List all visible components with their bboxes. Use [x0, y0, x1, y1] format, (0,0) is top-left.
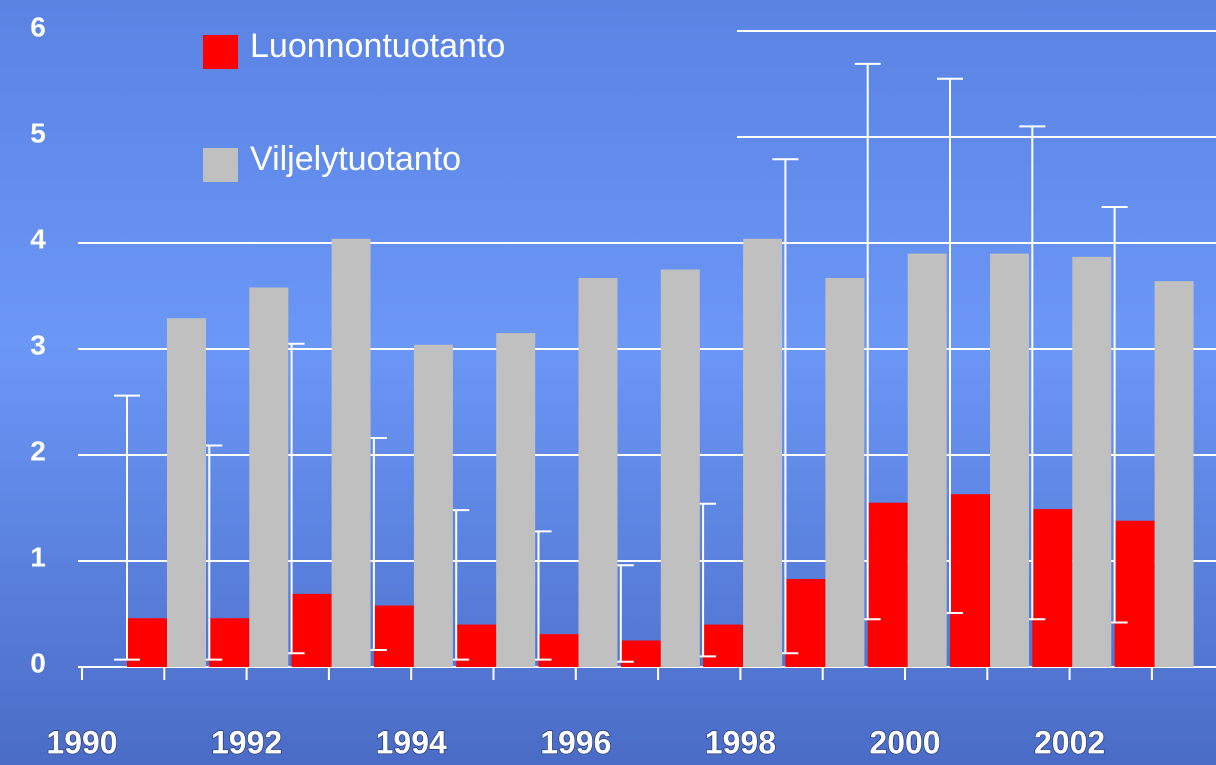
bar [167, 318, 206, 667]
bar [1072, 256, 1112, 667]
y-tick-label: 4 [30, 223, 46, 254]
y-tick-label: 6 [30, 11, 46, 42]
bar [743, 238, 783, 667]
x-tick-label: 1992 [211, 724, 282, 760]
bar [413, 344, 453, 667]
bar [867, 502, 908, 667]
legend-swatch [203, 148, 238, 182]
x-tick-label: 2000 [869, 724, 940, 760]
x-tick-label: 1996 [540, 724, 611, 760]
bar [456, 624, 497, 667]
bar [249, 287, 289, 667]
bar [660, 269, 700, 667]
legend-label: Luonnontuotanto [250, 27, 505, 65]
bar [1114, 520, 1155, 667]
bar [331, 238, 371, 667]
bar [990, 253, 1029, 667]
y-tick-label: 2 [30, 435, 46, 466]
bar [291, 593, 332, 667]
legend-swatch [203, 35, 238, 69]
bar [1154, 281, 1194, 667]
x-tick-label: 1990 [46, 724, 117, 760]
legend-label: Viljelytuotanto [250, 140, 461, 178]
bar [825, 277, 865, 667]
bar [620, 640, 661, 667]
bar [950, 494, 990, 667]
bar [496, 333, 536, 667]
x-tick-label: 1998 [705, 724, 776, 760]
bar [538, 634, 579, 667]
bar [1032, 509, 1073, 667]
x-tick-label: 1994 [376, 724, 447, 760]
bar [907, 253, 947, 667]
y-tick-label: 0 [30, 647, 46, 678]
y-tick-label: 1 [30, 541, 46, 572]
x-tick-label: 2002 [1034, 724, 1105, 760]
y-tick-label: 3 [30, 329, 46, 360]
y-tick-label: 5 [30, 117, 46, 148]
bar [703, 624, 744, 667]
bar [578, 277, 618, 667]
bar [373, 605, 414, 667]
